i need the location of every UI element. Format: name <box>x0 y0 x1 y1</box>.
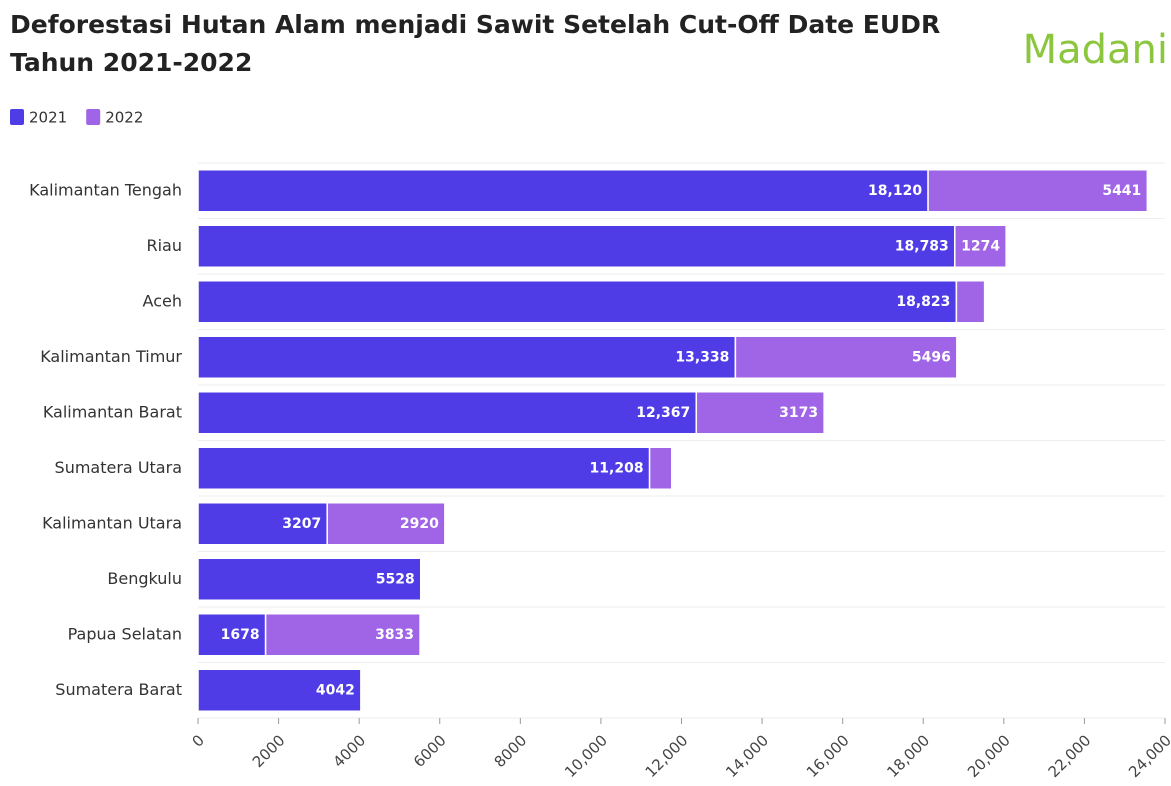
category-label: Kalimantan Utara <box>42 513 182 532</box>
value-label: 5441 <box>1102 183 1141 199</box>
category-label: Kalimantan Barat <box>43 402 182 421</box>
bar-segment <box>648 446 673 490</box>
legend-label: 2021 <box>29 109 67 127</box>
value-label: 1274 <box>961 238 1000 254</box>
bar-segment <box>927 169 1149 213</box>
x-tick-label: 12,000 <box>642 731 692 781</box>
bar-segment <box>734 335 958 379</box>
category-label: Bengkulu <box>107 569 182 588</box>
category-label: Kalimantan Timur <box>40 347 182 366</box>
category-label: Aceh <box>143 291 182 310</box>
x-tick-label: 16,000 <box>803 731 853 781</box>
legend-label: 2022 <box>105 109 143 127</box>
value-label: 3207 <box>282 516 321 532</box>
bar-segment <box>954 224 1007 268</box>
value-label: 3833 <box>375 627 414 643</box>
legend-swatch <box>86 109 101 125</box>
bar-segment <box>197 613 267 657</box>
value-label: 2920 <box>400 516 439 532</box>
bar-segment <box>695 391 825 435</box>
x-tick-label: 14,000 <box>722 731 772 781</box>
bar-segment <box>264 613 421 657</box>
logo: Madani <box>1023 27 1168 73</box>
value-label: 3173 <box>779 405 818 421</box>
category-label: Papua Selatan <box>68 624 182 643</box>
value-label: 12,367 <box>636 405 690 421</box>
x-tick-label: 20,000 <box>964 731 1014 781</box>
bar-segment <box>326 502 446 546</box>
value-label: 13,338 <box>675 349 729 365</box>
value-label: 5528 <box>376 571 415 587</box>
bar-segment <box>197 391 698 435</box>
x-tick-label: 10,000 <box>561 731 611 781</box>
bar-segment <box>197 557 422 601</box>
value-label: 18,120 <box>868 183 922 199</box>
x-tick-label: 2000 <box>249 731 289 771</box>
category-label: Sumatera Barat <box>55 680 182 699</box>
x-tick-label: 4000 <box>329 731 369 771</box>
bar-segment <box>955 280 986 324</box>
category-label: Kalimantan Tengah <box>29 180 182 199</box>
value-label: 11,208 <box>590 460 644 476</box>
legend-swatch <box>10 109 24 125</box>
value-label: 5496 <box>912 349 951 365</box>
category-label: Sumatera Utara <box>55 458 182 477</box>
x-tick-label: 22,000 <box>1045 731 1095 781</box>
value-label: 4042 <box>316 682 355 698</box>
chart-title: Deforestasi Hutan Alam menjadi Sawit Set… <box>10 10 940 39</box>
x-tick-label: 8000 <box>491 731 531 771</box>
x-tick-label: 6000 <box>410 731 450 771</box>
bar-segment <box>197 224 956 268</box>
chart-subtitle: Tahun 2021-2022 <box>10 48 252 77</box>
value-label: 18,783 <box>895 238 949 254</box>
bar-segment <box>197 446 651 490</box>
x-tick-label: 24,000 <box>1125 731 1171 781</box>
bar-segment <box>197 169 929 213</box>
x-tick-label: 18,000 <box>883 731 933 781</box>
x-tick-label: 0 <box>189 731 208 750</box>
category-label: Riau <box>146 236 182 255</box>
value-label: 1678 <box>221 627 260 643</box>
bar-segment <box>197 280 958 324</box>
bar-segment <box>197 335 737 379</box>
value-label: 18,823 <box>896 294 950 310</box>
bar-segment <box>197 668 362 712</box>
